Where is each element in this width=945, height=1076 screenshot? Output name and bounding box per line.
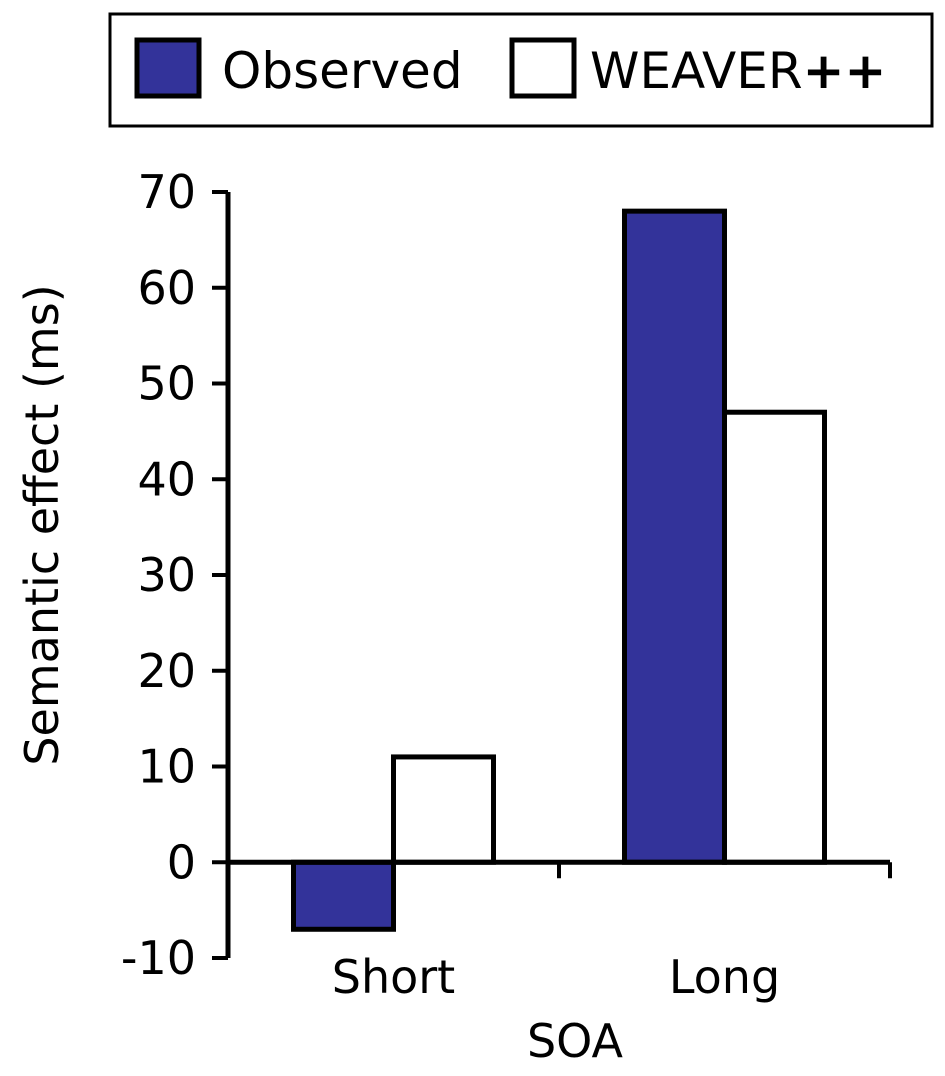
legend: Observed WEAVER++ [108, 12, 934, 128]
y-tick-label: 70 [137, 165, 196, 219]
legend-label-weaver-name: WEAVER [590, 42, 803, 100]
legend-label-weaver: WEAVER++ [590, 42, 886, 100]
bars [291, 208, 827, 932]
bar-observed-short [291, 859, 396, 932]
x-tick-label-long: Long [669, 950, 780, 1004]
y-axis-title: Semantic effect (ms) [15, 284, 69, 765]
x-tick-label-short: Short [332, 950, 455, 1004]
bar-weaver-long [722, 409, 827, 865]
x-axis-title: SOA [527, 1014, 624, 1068]
legend-swatch-observed [134, 37, 202, 99]
axes [225, 192, 892, 958]
bar-weaver-short [391, 754, 496, 865]
y-tick-label: 30 [137, 548, 196, 602]
y-axis-ticks: -10 0 10 20 30 40 50 60 70 [121, 165, 228, 985]
y-tick-label: 0 [167, 835, 196, 889]
x-axis-tick-labels: Short Long [332, 950, 780, 1004]
legend-label-weaver-suffix: ++ [803, 42, 887, 100]
y-tick-label: 20 [137, 644, 196, 698]
y-tick-label: 50 [137, 357, 196, 411]
y-tick-label: 40 [137, 452, 196, 506]
legend-swatch-weaver [509, 37, 577, 99]
y-tick-label: 10 [137, 740, 196, 794]
y-tick-label: 60 [137, 261, 196, 315]
bar-observed-long [622, 208, 727, 865]
y-tick-label: -10 [121, 931, 196, 985]
legend-label-observed: Observed [222, 42, 463, 100]
